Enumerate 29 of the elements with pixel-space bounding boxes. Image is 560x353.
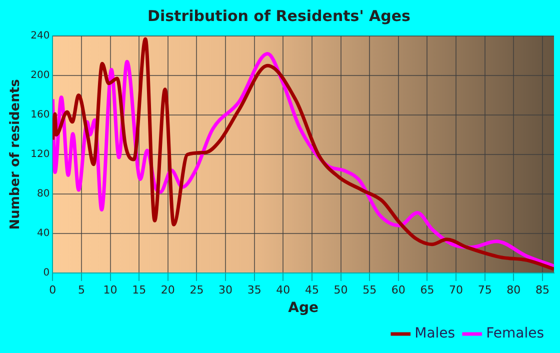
x-tick-label: 65 — [420, 283, 434, 296]
y-tick-label: 0 — [43, 268, 50, 279]
legend-label: Females — [486, 326, 544, 342]
x-tick-label: 85 — [535, 283, 550, 296]
x-tick-label: 35 — [247, 283, 262, 296]
y-tick-label: 160 — [30, 110, 50, 121]
legend-label: Males — [414, 326, 456, 342]
y-axis-title: Number of residents — [8, 78, 24, 230]
x-tick-label: 15 — [132, 283, 146, 296]
x-tick-label: 45 — [304, 283, 319, 296]
x-tick-label: 25 — [190, 283, 204, 296]
x-tick-label: 40 — [276, 283, 290, 296]
y-tick-label: 240 — [30, 30, 50, 42]
chart-title: Distribution of Residents' Ages — [148, 6, 411, 25]
x-axis-title: Age — [288, 300, 319, 316]
x-tick-label: 75 — [478, 283, 492, 296]
x-tick-label: 70 — [449, 283, 464, 296]
y-tick-label: 40 — [36, 228, 50, 240]
x-tick-label: 20 — [160, 283, 175, 296]
y-tick-label: 80 — [36, 188, 50, 200]
x-tick-label: 50 — [334, 283, 348, 296]
x-tick-label: 30 — [218, 283, 233, 296]
y-tick-label: 120 — [30, 149, 50, 160]
x-tick-label: 5 — [78, 283, 85, 296]
x-tick-label: 80 — [506, 283, 521, 296]
x-tick-label: 60 — [391, 283, 406, 296]
x-tick-label: 10 — [103, 283, 118, 296]
x-tick-label: 55 — [362, 283, 377, 296]
y-tick-label: 200 — [30, 70, 50, 82]
